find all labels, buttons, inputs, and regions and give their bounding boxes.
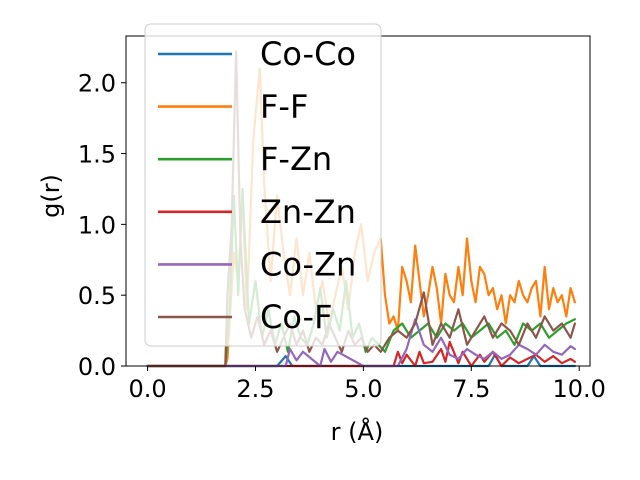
x-tick-label: 0.0 xyxy=(128,375,166,403)
x-tick-label: 7.5 xyxy=(452,375,490,403)
x-axis-label: r (Å) xyxy=(331,417,384,446)
x-tick-label: 5.0 xyxy=(344,375,382,403)
axes-layer: 0.0 2.5 5.0 7.5 10.0 0.0 0.5 1.0 1.5 2.0 xyxy=(78,35,606,403)
y-tick-label: 2.0 xyxy=(78,70,116,98)
x-tick-label: 10.0 xyxy=(552,375,605,403)
legend-label: Co-Co xyxy=(260,35,356,73)
legend-label: F-F xyxy=(260,88,308,126)
y-tick-label: 1.5 xyxy=(78,141,116,169)
legend-label: Co-Zn xyxy=(260,245,356,283)
y-tick-label: 0.0 xyxy=(78,353,116,381)
legend-label: Co-F xyxy=(260,298,332,336)
legend-label: F-Zn xyxy=(260,140,332,178)
series-line-co-zn xyxy=(146,318,577,368)
y-tick-label: 1.0 xyxy=(78,211,116,239)
x-tick-label: 2.5 xyxy=(236,375,274,403)
legend-label: Zn-Zn xyxy=(260,193,356,231)
series-line-zn-zn xyxy=(146,340,577,368)
legend: Co-Co F-F F-Zn Zn-Zn Co-Zn Co-F xyxy=(144,23,382,347)
y-tick-label: 0.5 xyxy=(78,282,116,310)
y-axis-label: g(r) xyxy=(37,174,65,218)
